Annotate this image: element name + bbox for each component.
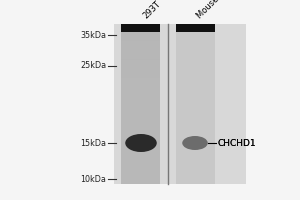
Bar bbox=[122, 46, 160, 48]
Bar bbox=[114, 24, 246, 184]
Bar bbox=[122, 24, 160, 32]
Text: Mouse liver: Mouse liver bbox=[195, 0, 236, 20]
Text: 35kDa: 35kDa bbox=[80, 30, 106, 40]
Bar bbox=[122, 63, 160, 65]
Bar bbox=[122, 28, 160, 30]
Bar bbox=[122, 73, 160, 74]
Text: 10kDa: 10kDa bbox=[81, 174, 106, 184]
Bar bbox=[122, 78, 160, 80]
Text: 25kDa: 25kDa bbox=[80, 62, 106, 71]
Bar bbox=[122, 58, 160, 60]
Bar bbox=[176, 24, 214, 184]
Ellipse shape bbox=[182, 136, 208, 150]
Bar bbox=[122, 69, 160, 71]
Bar bbox=[122, 59, 160, 61]
Bar bbox=[122, 45, 160, 46]
Bar bbox=[122, 76, 160, 78]
Bar bbox=[122, 74, 160, 76]
Bar bbox=[122, 35, 160, 37]
Bar bbox=[122, 43, 160, 45]
Text: CHCHD1: CHCHD1 bbox=[218, 138, 256, 148]
Bar bbox=[122, 52, 160, 54]
Bar bbox=[122, 61, 160, 63]
Bar bbox=[122, 26, 160, 28]
Bar bbox=[122, 39, 160, 41]
Bar bbox=[122, 71, 160, 73]
Text: 15kDa: 15kDa bbox=[80, 138, 106, 148]
Bar bbox=[122, 31, 160, 33]
Bar bbox=[122, 33, 160, 35]
Bar bbox=[122, 50, 160, 52]
Bar bbox=[122, 56, 160, 58]
Bar bbox=[122, 24, 160, 26]
Bar bbox=[122, 37, 160, 39]
Bar bbox=[122, 41, 160, 43]
Text: 293T: 293T bbox=[141, 0, 162, 20]
Bar bbox=[122, 48, 160, 50]
Bar bbox=[122, 67, 160, 69]
Ellipse shape bbox=[125, 134, 157, 152]
Bar bbox=[122, 30, 160, 32]
Bar bbox=[176, 24, 214, 32]
Text: CHCHD1: CHCHD1 bbox=[218, 138, 256, 148]
Bar bbox=[122, 54, 160, 56]
Bar bbox=[122, 24, 160, 184]
Bar bbox=[122, 65, 160, 67]
